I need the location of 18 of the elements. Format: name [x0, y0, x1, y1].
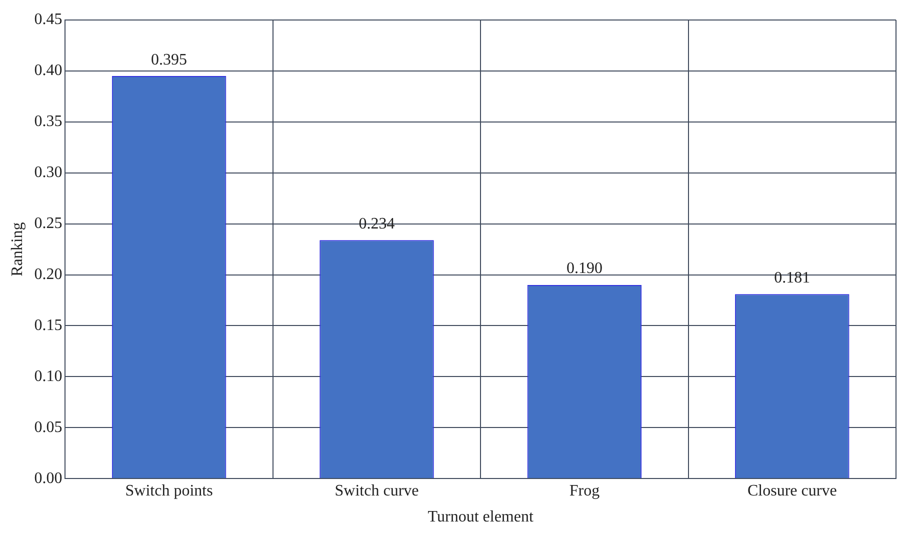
y-tick-label: 0.10	[34, 368, 62, 385]
x-tick-label: Closure curve	[747, 482, 837, 500]
y-tick-label: 0.05	[34, 418, 62, 436]
x-tick-label: Frog	[569, 482, 600, 500]
y-tick-label: 0.45	[34, 11, 62, 28]
y-tick-label: 0.25	[34, 215, 62, 232]
data-label: 0.395	[151, 51, 188, 68]
y-tick-label: 0.40	[34, 62, 62, 80]
y-axis-title: Ranking	[8, 222, 26, 276]
y-tick-label: 0.30	[34, 164, 62, 182]
x-axis-title: Turnout element	[428, 508, 534, 526]
y-tick-label: 0.20	[34, 266, 62, 283]
y-tick-label: 0.35	[34, 113, 62, 130]
y-tick-label: 0.15	[34, 316, 62, 334]
x-tick-label: Switch curve	[334, 482, 419, 500]
x-tick-label: Switch points	[125, 482, 213, 500]
data-label: 0.190	[566, 260, 602, 278]
y-tick-label: 0.00	[34, 470, 62, 487]
